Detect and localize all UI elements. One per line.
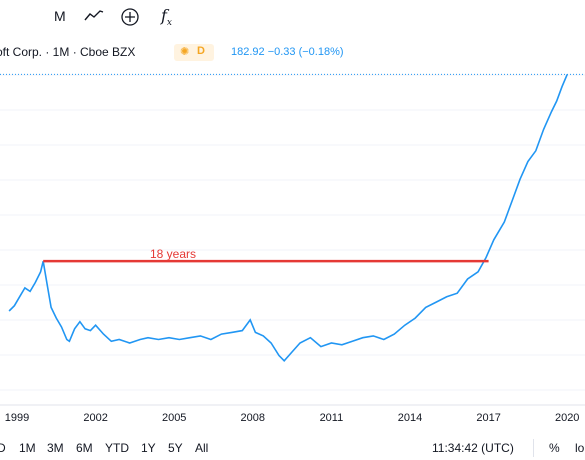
price-readout: 182.92 −0.33 (−0.18%)	[231, 46, 344, 58]
range-1y[interactable]: 1Y	[141, 441, 156, 455]
range-d[interactable]: D	[0, 441, 6, 455]
annotation-label[interactable]: 18 years	[150, 247, 196, 261]
x-tick-label: 2008	[241, 412, 265, 424]
range-ytd[interactable]: YTD	[105, 441, 129, 455]
x-tick-label: 2005	[162, 412, 186, 424]
range-all[interactable]: All	[195, 441, 209, 455]
time-axis: 1999 2002 2005 2008 2011 2014 2017 2020	[5, 412, 580, 424]
x-tick-label: 2002	[83, 412, 107, 424]
symbol-title[interactable]: oft Corp. · 1M · Cboe BZX	[0, 45, 136, 59]
session-badge-label: D	[197, 45, 205, 57]
grid	[0, 74, 585, 391]
log-toggle[interactable]: lo	[575, 441, 585, 455]
series-line	[8, 74, 568, 362]
x-tick-label: 2014	[398, 412, 422, 424]
range-3m[interactable]: 3M	[47, 441, 64, 455]
chart-toolbar: M fx	[0, 0, 585, 38]
add-indicator-icon[interactable]	[120, 7, 140, 30]
divider	[533, 439, 534, 457]
session-badge	[174, 44, 214, 61]
clock: 11:34:42 (UTC)	[432, 441, 514, 455]
x-tick-label: 2017	[476, 412, 500, 424]
sun-icon: ✺	[180, 46, 190, 58]
bottom-bar: D 1M 3M 6M YTD 1Y 5Y All 11:34:42 (UTC) …	[0, 437, 585, 460]
x-tick-label: 1999	[5, 412, 29, 424]
x-tick-label: 2011	[320, 412, 344, 424]
chart-style-icon[interactable]	[84, 8, 104, 27]
percent-toggle[interactable]: %	[549, 441, 560, 455]
x-tick-label: 2020	[555, 412, 579, 424]
fx-icon[interactable]: fx	[161, 6, 172, 29]
interval-button[interactable]: M	[54, 8, 66, 24]
range-6m[interactable]: 6M	[76, 441, 93, 455]
range-1m[interactable]: 1M	[19, 441, 36, 455]
range-5y[interactable]: 5Y	[168, 441, 183, 455]
price-chart[interactable]: 18 years 1999 2002 2005 2008 2011 2014 2017 202…	[0, 0, 585, 437]
